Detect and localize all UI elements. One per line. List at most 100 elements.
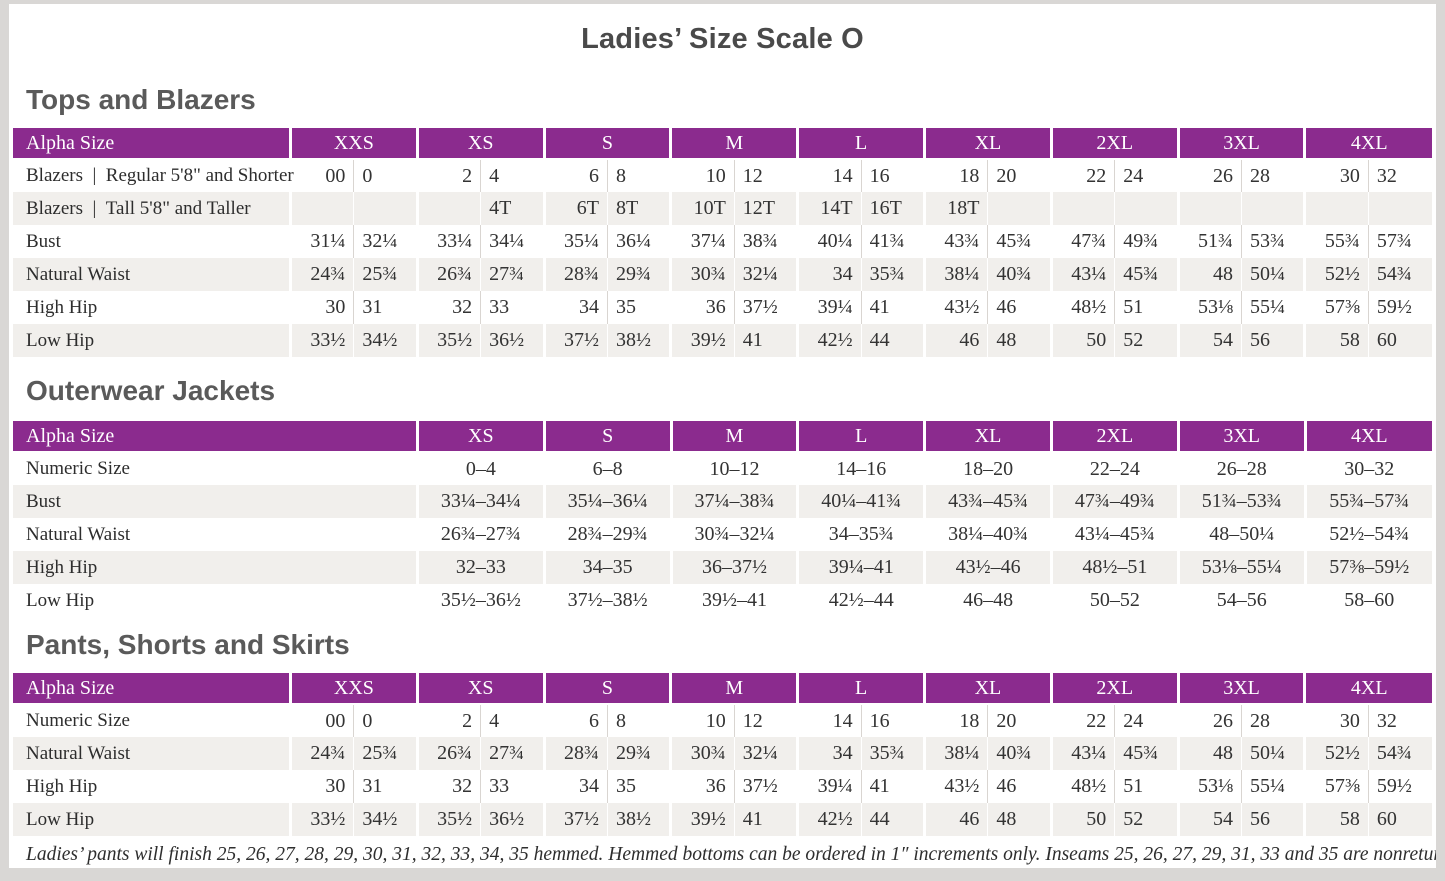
size-value-cell: 4: [489, 709, 500, 732]
size-value-cell: 6: [542, 159, 608, 192]
size-value-cell: 51: [1123, 296, 1144, 318]
table-row: Numeric Size 0–4 6–8 10–12 14–16 18–20 22–24 26…: [13, 452, 1432, 485]
size-value-cell: 30: [288, 291, 355, 324]
size-range-cell: 32–33: [415, 551, 545, 584]
size-range-cell: 10–12: [669, 452, 798, 485]
size-value-cell: 37½: [542, 324, 608, 357]
size-value-cell: 39½: [669, 324, 735, 357]
size-value-cell: 42½: [796, 324, 862, 357]
size-value-cell: 18: [923, 704, 989, 737]
size-value-cell: 57⅜: [1303, 770, 1369, 803]
size-value-cell: 43½: [923, 770, 989, 803]
row-label: High Hip: [26, 556, 98, 578]
row-label: Bust: [26, 490, 61, 512]
size-value-cell: 14: [796, 159, 862, 192]
size-value-cell: 29¾: [615, 742, 651, 764]
size-value-cell: 52½: [1303, 737, 1369, 770]
size-value-cell: [1242, 192, 1305, 225]
row-label: Natural Waist: [26, 523, 131, 545]
size-header-m: M: [669, 128, 798, 160]
size-range-cell: 37½–38½: [542, 584, 672, 617]
size-value-cell: 39¼: [796, 291, 862, 324]
size-value-cell: 28¾: [542, 258, 608, 291]
size-value-cell: 43¾: [923, 225, 989, 258]
size-value-cell: 58: [1303, 803, 1369, 836]
size-range-cell: 28¾–29¾: [542, 518, 672, 551]
size-value-cell: 59½: [1376, 775, 1412, 797]
size-range-cell: 33¼–34¼: [415, 485, 545, 518]
size-value-cell: 24¾: [288, 737, 355, 770]
size-value-cell: 28: [1250, 164, 1271, 187]
size-value-cell: 32: [415, 291, 482, 324]
row-label: Low Hip: [26, 589, 95, 611]
size-value-cell: 60: [1376, 329, 1397, 351]
alpha-size-header-label: Alpha Size: [13, 128, 291, 160]
alpha-size-header-row: Alpha Size XS S M L XL 2XL 3XL 4XL: [13, 421, 1432, 453]
section-heading-outerwear-jackets: Outerwear Jackets: [26, 375, 276, 406]
size-value-cell: 38½: [615, 329, 651, 351]
row-label: Low Hip: [26, 329, 95, 351]
size-value-cell: 41: [869, 775, 890, 797]
size-value-cell: 34: [542, 291, 608, 324]
table-row: High Hip 32–33 34–35 36–37½ 39¼–41 43½–46 48½–…: [13, 551, 1432, 584]
size-value-cell: 53⅛: [1176, 291, 1243, 324]
size-header-2xl: 2XL: [1049, 673, 1179, 705]
size-value-cell: 34¼: [489, 230, 525, 252]
pants-shorts-and-skirts-table: Alpha Size XXS XS S M L XL 2XL 3XL 4XL Numeric Siz…: [13, 673, 1432, 836]
size-value-cell: 46: [996, 296, 1017, 318]
size-value-cell: 52: [1123, 329, 1144, 351]
size-value-cell: 45¾: [1123, 263, 1159, 285]
size-value-cell: 14: [796, 704, 862, 737]
size-value-cell: 54: [1176, 803, 1243, 836]
tops-and-blazers-table: Alpha Size XXS XS S M L XL 2XL 3XL 4XL Blazers | R…: [13, 128, 1432, 357]
size-header-l: L: [796, 128, 925, 160]
size-range-cell: 48–50¼: [1176, 518, 1306, 551]
size-value-cell: [1176, 192, 1243, 225]
size-value-cell: 37½: [742, 775, 778, 797]
size-value-cell: 16: [869, 164, 890, 187]
size-value-cell: 40¾: [996, 742, 1032, 764]
size-value-cell: 57⅜: [1303, 291, 1369, 324]
size-value-cell: 33½: [288, 803, 355, 836]
size-value-cell: 24: [1123, 709, 1144, 732]
row-label: High Hip: [26, 296, 98, 318]
size-header-xxs: XXS: [288, 673, 418, 705]
size-value-cell: [1368, 192, 1432, 225]
size-range-cell: 40¼–41¾: [796, 485, 925, 518]
size-range-cell: 39¼–41: [796, 551, 925, 584]
size-range-cell: 57⅜–59½: [1303, 551, 1432, 584]
row-label: Blazers | Tall 5'8" and Taller: [26, 197, 251, 219]
size-header-s: S: [542, 128, 671, 160]
size-value-cell: 34½: [362, 808, 398, 830]
size-range-cell: 47¾–49¾: [1049, 485, 1179, 518]
size-range-cell: 46–48: [923, 584, 1052, 617]
size-value-cell: 54: [1176, 324, 1243, 357]
size-range-cell: 26¾–27¾: [415, 518, 545, 551]
size-value-cell: 2: [415, 159, 482, 192]
size-value-cell: 24: [1123, 164, 1144, 187]
size-value-cell: 46: [996, 775, 1017, 797]
size-range-cell: 38¼–40¾: [923, 518, 1052, 551]
section-heading-tops-and-blazers: Tops and Blazers: [26, 84, 256, 115]
size-value-cell: 45¾: [1123, 742, 1159, 764]
size-value-cell: 2: [415, 704, 482, 737]
size-range-cell: 30–32: [1303, 452, 1432, 485]
size-value-cell: 33: [489, 775, 510, 797]
size-range-cell: 53⅛–55¼: [1176, 551, 1306, 584]
size-value-cell: 27¾: [489, 742, 525, 764]
size-value-cell: 52: [1123, 808, 1144, 830]
size-value-cell: 43¼: [1049, 258, 1116, 291]
size-range-cell: 54–56: [1176, 584, 1306, 617]
size-value-cell: 43½: [923, 291, 989, 324]
size-range-cell: 36–37½: [669, 551, 798, 584]
size-value-cell: 55¾: [1303, 225, 1369, 258]
size-value-cell: 30¾: [669, 737, 735, 770]
size-value-cell: 36: [669, 291, 735, 324]
size-value-cell: 12: [742, 164, 763, 187]
table-row: Low Hip 33½ 34½ 35½ 36½ 37½ 38½ 39½ 41 42½ 44 46 48 5…: [13, 803, 1432, 836]
table-row: High Hip 30 31 32 33 34 35 36 37½ 39¼ 41 43½ 46 48½ 51…: [13, 770, 1432, 803]
row-label: Bust: [26, 230, 61, 252]
alpha-size-header-label: Alpha Size: [13, 673, 291, 705]
row-label: Natural Waist: [26, 263, 131, 285]
table-row: High Hip 30 31 32 33 34 35 36 37½ 39¼ 41 43½ 46 48½ 51…: [13, 291, 1432, 324]
